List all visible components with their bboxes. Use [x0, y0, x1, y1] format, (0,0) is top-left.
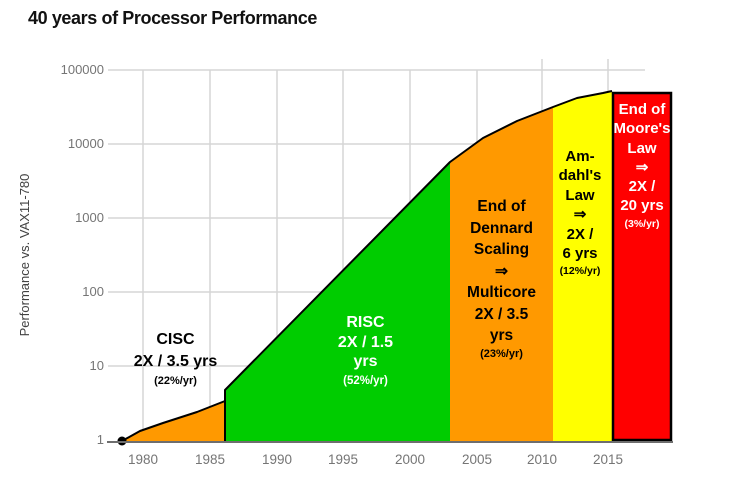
- moore-line-3: Law: [627, 139, 657, 157]
- amdahl-line-2: dahl's: [558, 167, 602, 185]
- amdahl-line-5: 2X /: [566, 225, 594, 243]
- dennard-line-2: Dennard: [470, 219, 533, 237]
- x-tick-2010: 2010: [526, 452, 558, 467]
- dennard-line-3: Scaling: [473, 241, 530, 258]
- y-tick-10: 10: [89, 358, 104, 373]
- double-arrow-icon: ⇒: [573, 206, 587, 224]
- cisc-name: CISC: [156, 331, 195, 348]
- risc-percent: (52%/yr): [343, 374, 388, 387]
- x-tick-1980: 1980: [127, 452, 159, 467]
- performance-curve-cisc: [121, 400, 226, 442]
- y-tick-100: 100: [82, 284, 104, 299]
- region-cisc-area: [122, 401, 225, 441]
- risc-rate-line-2: yrs: [353, 353, 378, 370]
- region-label-risc: RISC 2X / 1.5 yrs (52%/yr): [303, 313, 428, 388]
- moore-percent: (3%/yr): [624, 217, 660, 230]
- amdahl-line-1: Am-: [565, 148, 595, 165]
- risc-name: RISC: [346, 314, 385, 331]
- region-moore-area: [611, 91, 673, 442]
- double-arrow-icon: ⇒: [495, 262, 508, 280]
- x-tick-2015: 2015: [592, 452, 624, 467]
- y-tick-100000: 100000: [60, 62, 104, 77]
- amdahl-line-6: 6 yrs: [562, 245, 598, 263]
- y-tick-1: 1: [96, 432, 104, 447]
- dennard-percent: (23%/yr): [480, 347, 523, 360]
- chart-title: 40 years of Processor Performance: [28, 8, 317, 28]
- moore-line-2: Moore's: [613, 120, 671, 138]
- performance-curve: [224, 90, 613, 441]
- dennard-line-6: 2X / 3.5: [474, 305, 529, 323]
- x-tick-2000: 2000: [394, 452, 426, 467]
- x-tick-2005: 2005: [461, 452, 493, 467]
- moore-line-5: 2X /: [628, 178, 656, 196]
- moore-line-6: 20 yrs: [620, 197, 664, 215]
- cisc-percent: (22%/yr): [154, 375, 197, 387]
- region-amdahl-area: [553, 91, 612, 441]
- region-label-amdahl: Am- dahl's Law ⇒ 2X / 6 yrs (12%/yr): [546, 147, 614, 277]
- y-tick-1000: 1000: [75, 210, 104, 225]
- double-arrow-icon: ⇒: [635, 158, 649, 176]
- amdahl-percent: (12%/yr): [559, 265, 601, 278]
- moore-line-1: End of: [618, 101, 666, 118]
- region-risc-area: [225, 162, 450, 441]
- dennard-line-5: Multicore: [467, 284, 536, 301]
- amdahl-line-3: Law: [565, 186, 595, 204]
- region-label-dennard: End of Dennard Scaling ⇒ Multicore 2X / …: [450, 196, 553, 361]
- cisc-rate-line: 2X / 3.5 yrs: [133, 353, 218, 370]
- x-tick-1985: 1985: [194, 452, 226, 467]
- x-tick-1990: 1990: [261, 452, 293, 467]
- dennard-line-7: yrs: [489, 327, 514, 344]
- region-dennard-area: [450, 107, 553, 441]
- x-tick-1995: 1995: [327, 452, 359, 467]
- region-label-moore: End of Moore's Law ⇒ 2X / 20 yrs (3%/yr): [611, 100, 673, 230]
- region-label-cisc: CISC 2X / 3.5 yrs (22%/yr): [113, 329, 238, 388]
- risc-rate-line-1: 2X / 1.5: [337, 333, 394, 351]
- dennard-line-1: End of: [477, 198, 526, 215]
- y-tick-10000: 10000: [67, 136, 104, 151]
